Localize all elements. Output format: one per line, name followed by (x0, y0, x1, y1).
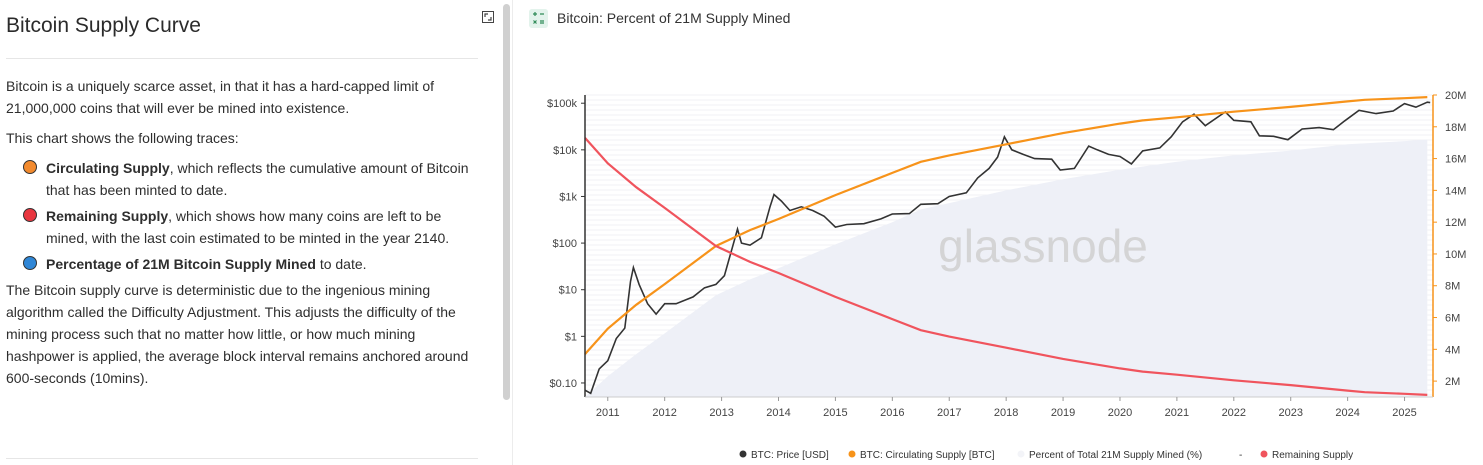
x-tick-label: 2019 (1051, 407, 1075, 419)
right-tick-label: 20M (1445, 90, 1466, 102)
red-dot-icon (23, 208, 37, 222)
right-tick-label: 14M (1445, 185, 1466, 197)
chart-settings-icon[interactable] (529, 9, 548, 28)
bullet-bold: Circulating Supply (46, 160, 170, 176)
x-tick-label: 2021 (1165, 407, 1189, 419)
right-tick-label: 18M (1445, 122, 1466, 134)
expand-icon[interactable] (482, 11, 494, 23)
x-tick-label: 2013 (709, 407, 733, 419)
description-body: Bitcoin is a uniquely scarce asset, in t… (6, 75, 476, 397)
remaining-supply-line (584, 137, 1428, 396)
x-tick-label: 2018 (994, 407, 1018, 419)
right-tick-label: 6M (1445, 313, 1460, 325)
x-tick-label: 2011 (596, 407, 620, 419)
right-tick-label: 4M (1445, 344, 1460, 356)
blue-dot-icon (23, 256, 37, 270)
panel-divider (512, 0, 513, 465)
bullet-text: to date. (315, 256, 367, 272)
supply-chart: glassnode $0.10 $1 $10 $100 $1k $10k $100k 2M 4M… (547, 90, 1466, 461)
chart-axes: $0.10 $1 $10 $100 $1k $10k $100k 2M 4M 6M 8M 10M 12M… (547, 90, 1466, 419)
left-tick-label: $1 (565, 331, 577, 343)
description-panel: Bitcoin Supply Curve Bitcoin is a unique… (0, 0, 498, 465)
legend-item-remaining-supply: Remaining Supply (1272, 450, 1353, 461)
x-tick-label: 2023 (1278, 407, 1302, 419)
difficulty-paragraph: The Bitcoin supply curve is deterministi… (6, 282, 469, 386)
traces-intro: This chart shows the following traces: (6, 130, 239, 146)
legend-item-circulating-supply: BTC: Circulating Supply [BTC] (860, 450, 995, 461)
intro-paragraph: Bitcoin is a uniquely scarce asset, in t… (6, 78, 434, 116)
list-item: Circulating Supply, which reflects the c… (23, 157, 476, 201)
left-tick-label: $1k (559, 191, 577, 203)
title-divider (6, 58, 478, 59)
x-tick-label: 2022 (1222, 407, 1246, 419)
x-tick-label: 2012 (652, 407, 676, 419)
x-tick-label: 2025 (1392, 407, 1416, 419)
legend-dot-icon (848, 450, 856, 458)
bullet-text: , which shows how many coins are left to… (46, 208, 450, 246)
legend-dot-icon (1017, 450, 1025, 458)
left-tick-label: $10 (559, 285, 577, 297)
bottom-divider (6, 458, 478, 459)
x-tick-label: 2015 (823, 407, 847, 419)
panel-scrollbar[interactable] (503, 4, 510, 400)
left-tick-label: $10k (553, 145, 577, 157)
bullet-bold: Percentage of 21M Bitcoin Supply Mined (46, 256, 316, 272)
list-item: Percentage of 21M Bitcoin Supply Mined t… (23, 253, 476, 275)
right-tick-label: 12M (1445, 217, 1466, 229)
list-item: Remaining Supply, which shows how many c… (23, 205, 476, 249)
legend-dot-icon (1260, 450, 1268, 458)
chart-title: Bitcoin: Percent of 21M Supply Mined (557, 10, 791, 26)
bullet-text: , which reflects the cumulative amount o… (46, 160, 469, 198)
x-tick-label: 2016 (880, 407, 904, 419)
left-tick-label: $0.10 (549, 378, 577, 390)
percent-mined-area (585, 139, 1428, 397)
legend-item-separator: - (1239, 450, 1242, 461)
traces-list: Circulating Supply, which reflects the c… (6, 157, 476, 275)
right-tick-label: 10M (1445, 249, 1466, 261)
right-tick-label: 8M (1445, 281, 1460, 293)
price-series-line (584, 101, 1431, 395)
right-tick-label: 2M (1445, 376, 1460, 388)
glassnode-watermark: glassnode (938, 220, 1148, 272)
x-tick-label: 2014 (766, 407, 790, 419)
x-tick-label: 2020 (1108, 407, 1132, 419)
x-tick-label: 2024 (1335, 407, 1359, 419)
legend-dot-icon (739, 450, 747, 458)
panel-title: Bitcoin Supply Curve (6, 14, 201, 37)
legend-item-percent-mined: Percent of Total 21M Supply Mined (%) (1029, 450, 1202, 461)
x-tick-label: 2017 (937, 407, 961, 419)
chart-legend: BTC: Price [USD] BTC: Circulating Supply … (739, 450, 1353, 461)
bullet-bold: Remaining Supply (46, 208, 169, 224)
orange-dot-icon (23, 160, 37, 174)
right-tick-label: 16M (1445, 154, 1466, 166)
left-tick-label: $100k (547, 98, 577, 110)
legend-item-price: BTC: Price [USD] (751, 450, 829, 461)
circulating-supply-line (584, 96, 1428, 355)
left-tick-label: $100 (553, 238, 577, 250)
